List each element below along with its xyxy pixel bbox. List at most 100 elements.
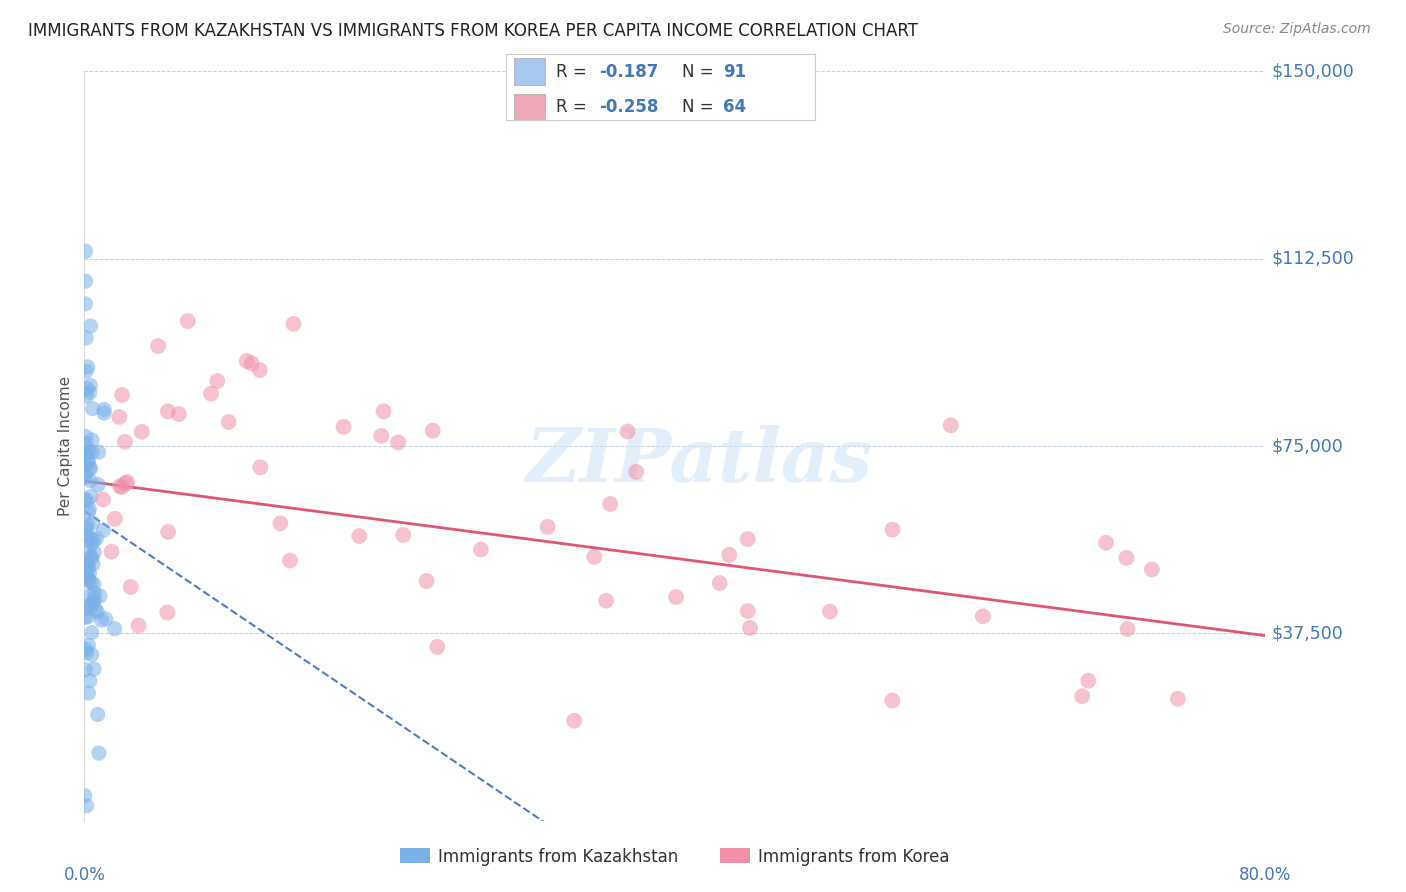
Point — [75, 274, 97, 288]
Point — [392, 528, 415, 542]
FancyBboxPatch shape — [513, 94, 544, 120]
Point — [148, 339, 170, 353]
Text: 80.0%: 80.0% — [1239, 865, 1292, 884]
Point — [75, 470, 97, 484]
Point — [470, 542, 492, 557]
Legend: Immigrants from Kazakhstan, Immigrants from Korea: Immigrants from Kazakhstan, Immigrants f… — [394, 841, 956, 872]
FancyBboxPatch shape — [513, 58, 544, 85]
Point — [77, 574, 100, 588]
Point — [83, 595, 105, 609]
Point — [82, 557, 104, 571]
Point — [157, 524, 180, 539]
Point — [349, 529, 371, 543]
Point — [131, 425, 153, 439]
Point — [76, 389, 98, 403]
Point — [77, 599, 100, 613]
Point — [89, 589, 111, 603]
Point — [583, 549, 606, 564]
Point — [207, 374, 229, 388]
Point — [93, 402, 115, 417]
Point — [249, 460, 271, 475]
Point — [77, 572, 100, 586]
Point — [387, 435, 409, 450]
Point — [83, 662, 105, 676]
Point — [75, 567, 97, 582]
Point — [87, 746, 110, 760]
Point — [128, 618, 150, 632]
Point — [79, 673, 101, 688]
Text: N =: N = — [682, 62, 720, 80]
Text: R =: R = — [555, 62, 592, 80]
Point — [79, 461, 101, 475]
Point — [93, 523, 115, 537]
Point — [82, 516, 104, 530]
Point — [79, 474, 101, 488]
Point — [77, 505, 100, 519]
Point — [76, 570, 98, 584]
Point — [93, 406, 115, 420]
Point — [75, 244, 97, 259]
Point — [104, 512, 127, 526]
Text: $75,000: $75,000 — [1271, 437, 1343, 455]
Point — [1095, 535, 1118, 549]
Point — [73, 491, 96, 506]
Point — [595, 593, 617, 607]
Point — [80, 536, 103, 550]
Point — [76, 533, 98, 547]
Point — [80, 433, 103, 447]
Text: 91: 91 — [723, 62, 745, 80]
Y-axis label: Per Capita Income: Per Capita Income — [58, 376, 73, 516]
Point — [73, 610, 96, 624]
Point — [108, 479, 131, 493]
Point — [718, 548, 741, 562]
Point — [75, 364, 97, 378]
Point — [114, 434, 136, 449]
Point — [240, 356, 263, 370]
Point — [75, 445, 97, 459]
Point — [156, 606, 179, 620]
Point — [415, 574, 437, 588]
Point — [90, 613, 112, 627]
Point — [422, 424, 444, 438]
Point — [882, 693, 904, 707]
Point — [87, 445, 110, 459]
Point — [76, 517, 98, 532]
Point — [77, 545, 100, 559]
Point — [111, 480, 134, 494]
Point — [100, 545, 122, 559]
Point — [426, 640, 449, 654]
Point — [73, 467, 96, 481]
Text: ZIPatlas: ZIPatlas — [524, 425, 872, 497]
Point — [75, 331, 97, 345]
Point — [103, 622, 125, 636]
Text: R =: R = — [555, 98, 592, 116]
Point — [80, 625, 103, 640]
Point — [84, 602, 107, 616]
Point — [77, 609, 100, 624]
Point — [79, 501, 101, 516]
Point — [73, 554, 96, 568]
Point — [83, 586, 105, 600]
Text: $112,500: $112,500 — [1271, 250, 1354, 268]
Text: 64: 64 — [723, 98, 745, 116]
Text: $37,500: $37,500 — [1271, 624, 1343, 642]
Point — [79, 378, 101, 392]
Point — [283, 317, 305, 331]
Point — [75, 558, 97, 573]
Point — [177, 314, 200, 328]
Point — [79, 549, 101, 564]
Point — [94, 612, 117, 626]
Point — [77, 558, 100, 573]
Point — [80, 445, 103, 459]
Point — [76, 382, 98, 396]
Point — [83, 545, 105, 559]
Point — [76, 798, 98, 813]
Text: $150,000: $150,000 — [1271, 62, 1354, 80]
Point — [709, 576, 731, 591]
Point — [82, 401, 104, 416]
Point — [80, 550, 103, 565]
Point — [75, 642, 97, 657]
Point — [79, 319, 101, 334]
Point — [1140, 562, 1163, 576]
Point — [1071, 689, 1094, 703]
